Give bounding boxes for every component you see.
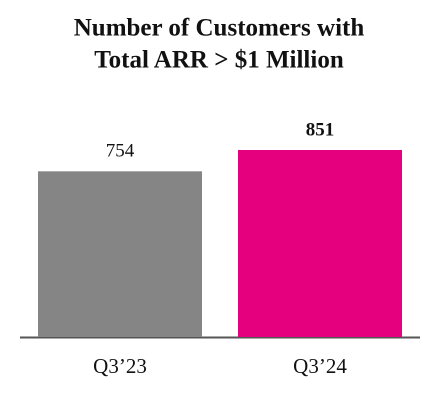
value-label: 754 [106, 141, 135, 162]
value-label: 851 [306, 119, 335, 140]
bar [38, 171, 202, 337]
bar [238, 150, 402, 337]
x-tick-label: Q3’24 [293, 354, 347, 378]
chart-title: Total ARR > $1 Million [94, 47, 344, 74]
chart-title: Number of Customers with [74, 15, 365, 42]
x-tick-label: Q3’23 [93, 354, 147, 378]
